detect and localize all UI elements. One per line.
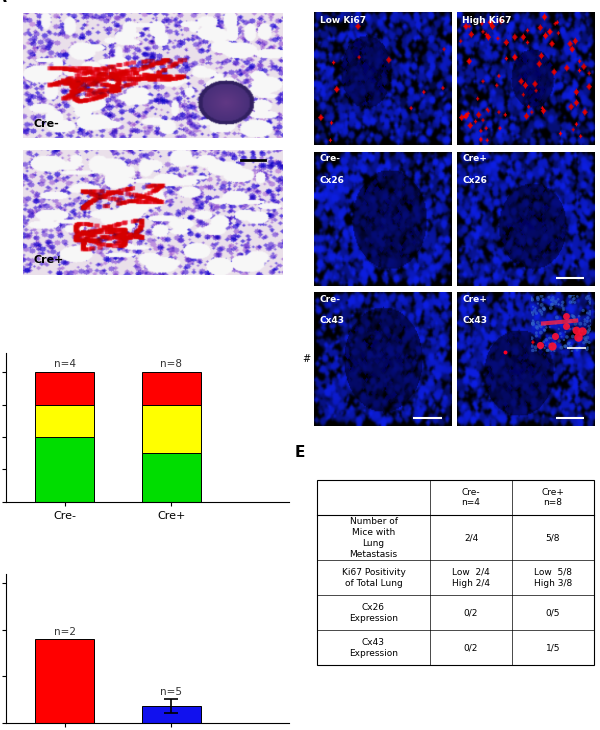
Text: 0/2: 0/2 [464,643,478,652]
Bar [35,437,94,502]
Text: E: E [295,445,305,460]
Text: Cx26
Expression: Cx26 Expression [349,603,398,623]
Text: Low  2/4
High 2/4: Low 2/4 High 2/4 [452,568,490,588]
Text: 2/4: 2/4 [464,533,478,542]
Text: 5/8: 5/8 [546,533,560,542]
Text: 0/2: 0/2 [464,608,478,618]
Text: n=2: n=2 [53,627,76,637]
Bar [35,405,94,437]
Text: Cx43
Expression: Cx43 Expression [349,638,398,658]
Text: Cre+
n=8: Cre+ n=8 [542,488,565,507]
Bar [317,480,594,665]
Text: A: A [0,0,7,4]
Bar [142,372,200,405]
Text: n=5: n=5 [160,687,182,696]
Bar [142,706,200,723]
Bar [142,453,200,502]
Text: n=4: n=4 [53,358,76,369]
Text: Low  5/8
High 3/8: Low 5/8 High 3/8 [534,568,572,588]
Bar [142,405,200,453]
Text: Ki67 Positivity
of Total Lung: Ki67 Positivity of Total Lung [341,568,406,588]
Bar [35,372,94,405]
Text: Cre-
n=4: Cre- n=4 [461,488,481,507]
Bar [35,639,94,723]
Text: n=8: n=8 [160,358,182,369]
Legend: 0, 1, 2: 0, 1, 2 [299,350,366,406]
Text: 0/5: 0/5 [546,608,560,618]
Text: Number of
Mice with
Lung
Metastasis: Number of Mice with Lung Metastasis [349,517,398,559]
Text: 1/5: 1/5 [546,643,560,652]
